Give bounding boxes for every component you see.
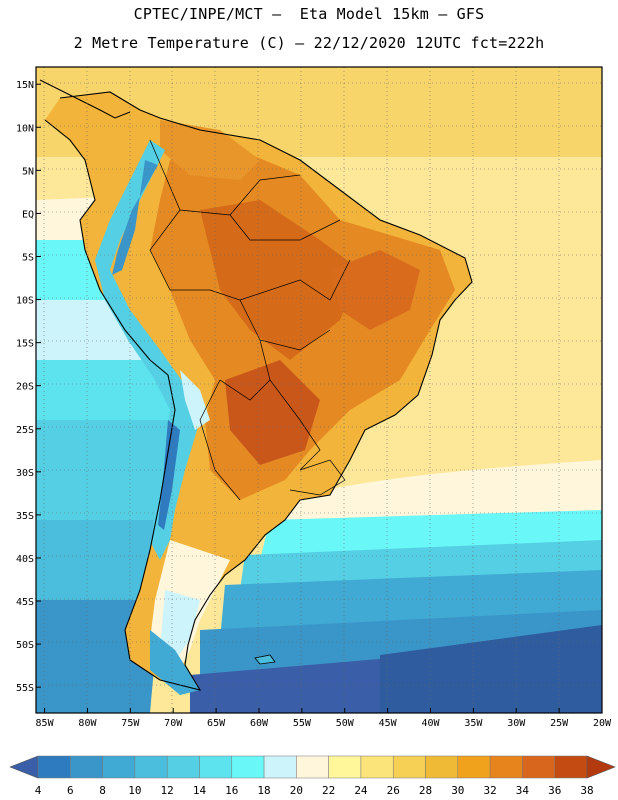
lon-tick-label: 35W	[464, 718, 483, 729]
colorbar-level-label: 16	[225, 784, 238, 797]
lat-tick-label: 35S	[16, 511, 34, 522]
lat-tick-label: 5S	[22, 252, 34, 263]
colorbar-swatch	[37, 755, 71, 779]
lat-tick-label: 25S	[16, 425, 34, 436]
colorbar-swatch	[134, 755, 168, 779]
colorbar-level-label: 4	[35, 784, 42, 797]
lon-tick-label: 60W	[250, 718, 269, 729]
colorbar-swatch	[554, 755, 588, 779]
country-borders	[149, 139, 351, 501]
colorbar-level-label: 8	[99, 784, 106, 797]
lon-tick-label: 45W	[379, 718, 398, 729]
temperature-colorbar: 4 6 8 10 12 14 16 18 20 22 24 26 28 30 32 34 36 38	[9, 755, 616, 797]
colorbar-swatch	[166, 755, 200, 779]
colorbar-level-label: 32	[483, 784, 496, 797]
central-america-coast	[39, 79, 131, 119]
lat-tick-label: 20S	[16, 382, 34, 393]
map-canvas	[36, 67, 602, 713]
patagonia-cool	[160, 590, 200, 660]
lat-tick-label: 10S	[16, 296, 34, 307]
lon-tick-label: 25W	[550, 718, 569, 729]
atlantic-far-south	[380, 625, 602, 713]
coastline	[44, 91, 473, 691]
lon-tick-label: 40W	[421, 718, 440, 729]
colorbar-level-label: 22	[322, 784, 335, 797]
lat-tick-label: 5N	[22, 166, 34, 177]
map-title-line-2: 2 Metre Temperature (C) – 22/12/2020 12U…	[73, 34, 545, 52]
lon-tick-label: 75W	[121, 718, 140, 729]
colorbar-level-label: 6	[67, 784, 74, 797]
colorbar-swatch	[489, 755, 523, 779]
colorbar-level-label: 18	[257, 784, 270, 797]
colorbar-swatch	[328, 755, 362, 779]
amazon-very-hot-region	[200, 200, 360, 360]
colorbar-level-label: 28	[419, 784, 432, 797]
lon-tick-label: 20W	[593, 718, 612, 729]
colorbar-level-label: 34	[516, 784, 530, 797]
lat-tick-label: 15N	[16, 80, 34, 91]
colorbar-high-arrow	[586, 755, 616, 779]
lat-tick-label: 10N	[16, 123, 34, 134]
lon-tick-label: 50W	[336, 718, 355, 729]
latitude-axis: 15N 10N 5N EQ 5S 10S 15S 20S 25S 30S 35S 40S 45S 50S 5…	[16, 80, 41, 694]
colorbar-level-label: 12	[161, 784, 174, 797]
colorbar-swatch	[457, 755, 491, 779]
lat-tick-label: 45S	[16, 597, 34, 608]
colorbar-level-label: 24	[354, 784, 368, 797]
lat-tick-label: EQ	[22, 209, 34, 220]
colorbar-swatch	[392, 755, 426, 779]
colorbar-swatch	[231, 755, 265, 779]
colorbar-level-label: 36	[548, 784, 561, 797]
lat-tick-label: 15S	[16, 339, 34, 350]
colorbar-level-label: 14	[193, 784, 207, 797]
lat-tick-label: 50S	[16, 640, 34, 651]
colorbar-swatch	[199, 755, 233, 779]
colorbar-swatch	[102, 755, 136, 779]
colorbar-level-label: 38	[580, 784, 593, 797]
colorbar-level-label: 20	[290, 784, 303, 797]
lon-tick-label: 65W	[207, 718, 226, 729]
lat-tick-label: 40S	[16, 554, 34, 565]
tierra-del-fuego-cold	[150, 630, 200, 695]
colorbar-swatch	[70, 755, 103, 779]
colorbar-swatch	[360, 755, 394, 779]
lat-tick-label: 55S	[16, 683, 34, 694]
northeast-brazil-hot	[330, 250, 420, 330]
colorbar-level-label: 26	[387, 784, 400, 797]
lon-tick-label: 30W	[507, 718, 526, 729]
ocean-pacific-cyan-band	[36, 360, 175, 420]
falkland-islands	[254, 654, 276, 665]
andes-south-coldest	[158, 420, 180, 530]
map-frame	[35, 66, 603, 714]
colorbar-low-arrow	[9, 755, 39, 779]
ocean-pacific-mid-band	[36, 420, 170, 520]
venezuela-warm	[160, 120, 260, 180]
lon-tick-label: 85W	[36, 718, 55, 729]
andes-north-coldest	[112, 160, 158, 275]
chaco-hottest-region	[225, 360, 320, 465]
lon-tick-label: 55W	[293, 718, 312, 729]
colorbar-swatch	[263, 755, 297, 779]
colorbar-swatch	[296, 755, 329, 779]
map-title-line-1: CPTEC/INPE/MCT – Eta Model 15km – GFS	[133, 5, 485, 23]
colorbar-level-label: 10	[128, 784, 141, 797]
lon-tick-label: 70W	[164, 718, 183, 729]
lon-tick-label: 80W	[78, 718, 97, 729]
colorbar-level-label: 30	[451, 784, 464, 797]
lat-tick-label: 30S	[16, 468, 34, 479]
ocean-pacific-south-band	[36, 520, 160, 600]
colorbar-swatch	[522, 755, 555, 779]
longitude-axis: 85W 80W 75W 70W 65W 60W 55W 50W 45W 40W 35W 30W 25W 2…	[36, 708, 612, 729]
colorbar-swatch	[425, 755, 459, 779]
